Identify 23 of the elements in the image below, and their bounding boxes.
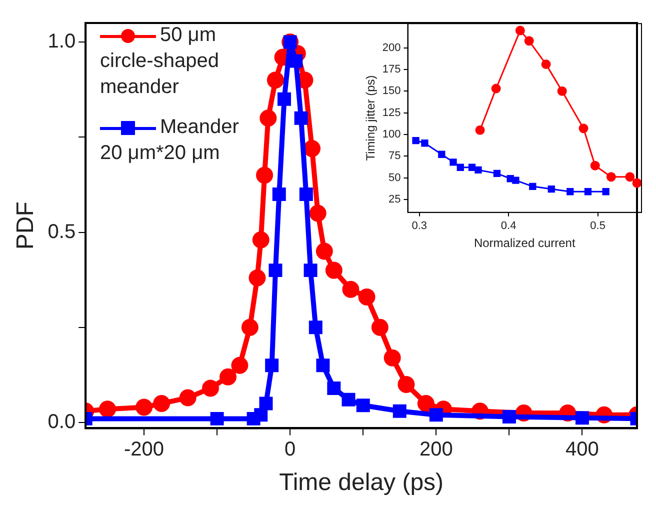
y-axis-title: PDF <box>12 202 40 250</box>
y-tick-label: 200 <box>382 42 401 54</box>
x-tick-label: 0.4 <box>500 220 516 232</box>
x-tick-label: 0 <box>284 438 296 461</box>
x-tick-label: -200 <box>124 438 164 461</box>
y-tick-label: 100 <box>382 128 401 140</box>
y-tick-label: 125 <box>382 106 401 119</box>
y-tick-label: 50 <box>388 172 401 184</box>
legend-label: Meander 20 μm*20 μm <box>100 116 239 164</box>
legend-label: 50 μm circle-shaped meander <box>100 24 219 98</box>
x-tick-label: 0.5 <box>590 220 606 232</box>
x-tick-label: 0.3 <box>412 220 427 232</box>
y-tick-label: 1.0 <box>48 30 76 53</box>
y-axis-title: Timing jitter (ps) <box>364 75 378 161</box>
y-tick-label: 0.0 <box>48 411 76 434</box>
y-tick-label: 25 <box>388 193 401 206</box>
x-tick-label: 200 <box>419 438 453 461</box>
x-axis-title: Normalized current <box>474 236 576 250</box>
x-tick-label: 400 <box>566 438 599 461</box>
x-axis-title: Time delay (ps) <box>279 469 444 496</box>
y-tick-label: 150 <box>382 85 401 98</box>
y-tick-label: 175 <box>382 64 401 76</box>
y-tick-label: 75 <box>388 150 401 162</box>
